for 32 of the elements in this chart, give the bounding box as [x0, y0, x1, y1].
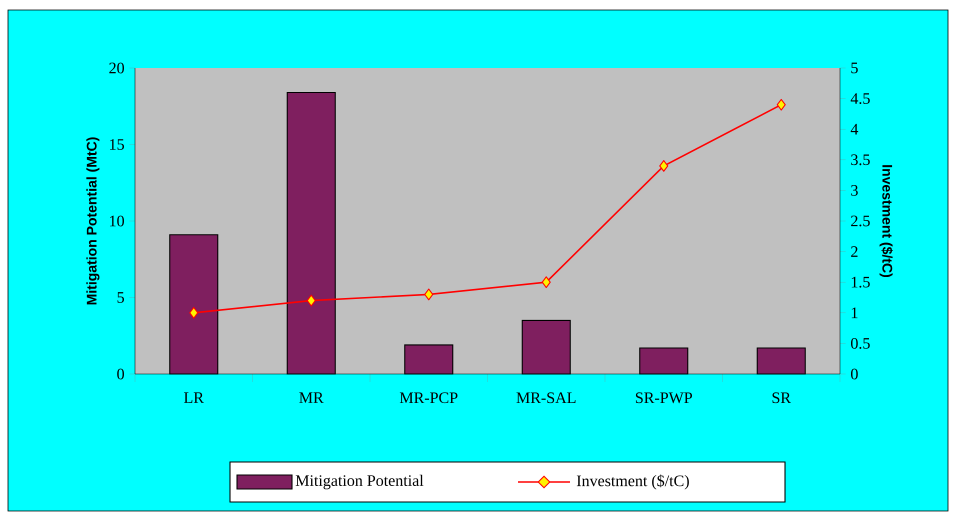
point: [424, 288, 434, 300]
y2-tick-label: 2: [851, 246, 858, 257]
x-tick-label: MR-SAL: [516, 392, 576, 404]
point: [189, 306, 198, 319]
legend-label: Investment ($/tC): [576, 474, 689, 490]
point: [542, 276, 551, 288]
y2-tick-label: 3: [851, 185, 858, 196]
x-tick-label: SR-PWP: [636, 392, 692, 404]
y-tick-label: 15: [110, 139, 124, 150]
y-axis-title: Mitigation Potential (MtC): [86, 137, 100, 304]
y2-tick-label: 4.5: [850, 93, 870, 104]
y2-tick-label: 0: [851, 368, 858, 380]
point: [659, 160, 668, 172]
point: [776, 98, 786, 111]
y2-tick-label: 1: [852, 308, 858, 318]
y-tick-label: 10: [110, 216, 124, 226]
x-tick-label: MR: [299, 392, 324, 403]
x-tick-label: SR: [772, 392, 792, 404]
y2-tick-label: 5: [851, 62, 858, 74]
y2-tick-label: 4: [850, 124, 858, 134]
point: [306, 294, 316, 306]
y-tick-label: 20: [109, 62, 124, 74]
y-tick-label: 5: [118, 292, 124, 303]
y2-tick-label: 0.5: [851, 338, 870, 349]
y2-axis-title: Investment ($/tC): [880, 165, 893, 278]
y2-tick-label: 1.5: [852, 276, 870, 288]
legend-label: Mitigation Potential: [296, 474, 424, 490]
y-tick-label: 0: [117, 368, 124, 380]
x-tick-label: MR-PCP: [400, 392, 458, 404]
y2-tick-label: 3.5: [851, 154, 870, 166]
x-tick-label: LR: [184, 392, 204, 403]
y2-tick-label: 2.5: [851, 216, 870, 226]
